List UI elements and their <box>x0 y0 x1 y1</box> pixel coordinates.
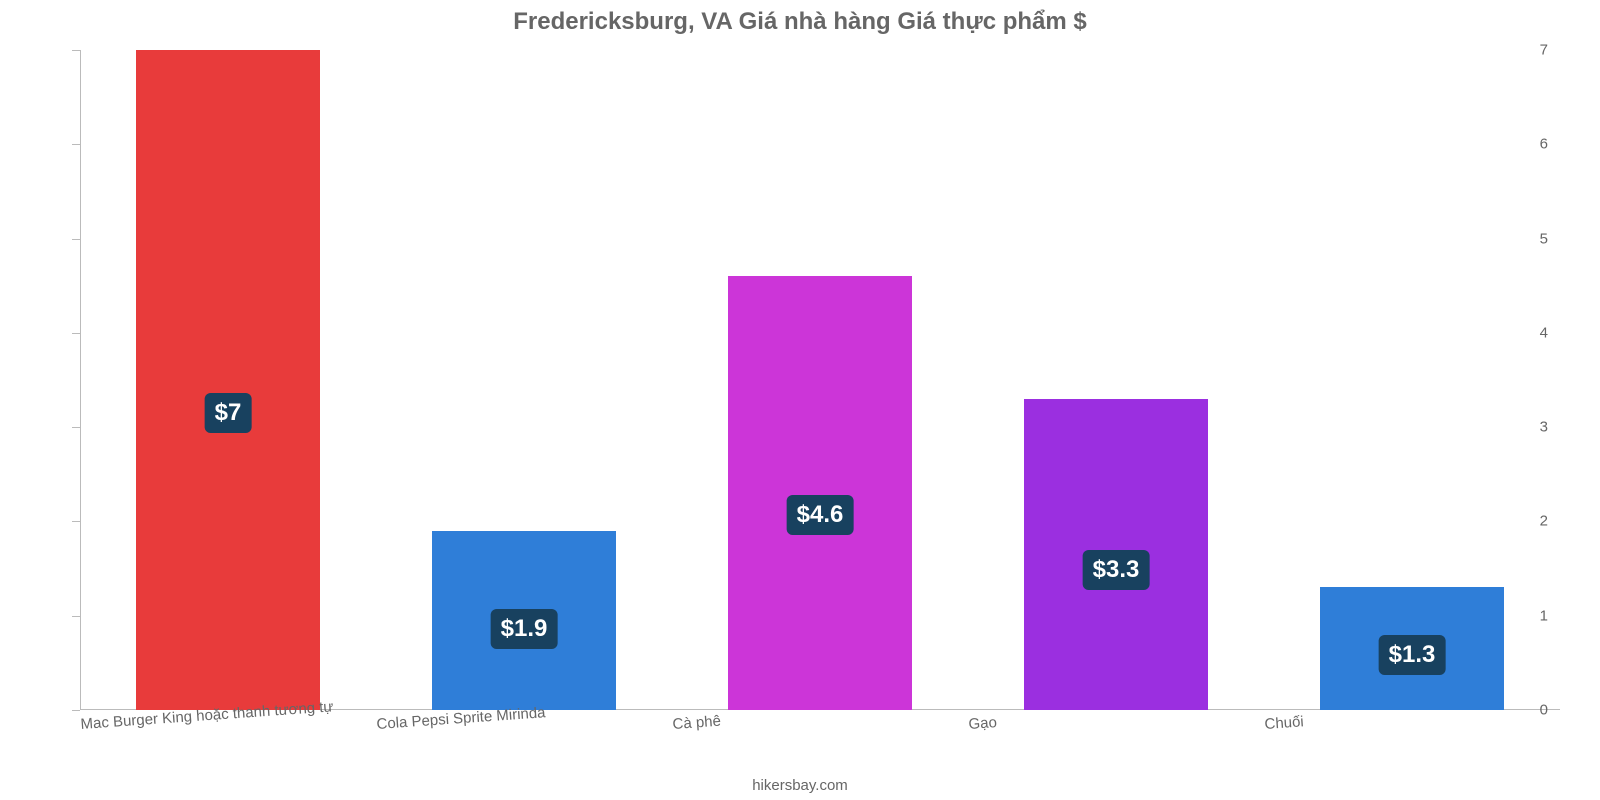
y-tick-label: 2 <box>1540 513 1548 530</box>
y-tick-label: 5 <box>1540 230 1548 247</box>
y-tick <box>72 521 80 522</box>
chart-title: Fredericksburg, VA Giá nhà hàng Giá thực… <box>0 0 1600 36</box>
plot-area: $7$1.9$4.6$3.3$1.3 01234567 <box>80 50 1560 710</box>
bar: $1.3 <box>1320 587 1504 710</box>
bar-value-label: $1.3 <box>1379 635 1446 675</box>
bar: $1.9 <box>432 531 616 710</box>
y-tick <box>72 239 80 240</box>
bar-value-label: $7 <box>205 393 252 433</box>
x-category-label: Cà phê <box>672 713 721 733</box>
x-labels: Mac Burger King hoặc thanh tương tựCola … <box>80 716 1560 756</box>
y-tick <box>72 333 80 334</box>
bar-value-label: $1.9 <box>491 609 558 649</box>
y-tick <box>72 50 80 51</box>
x-category-label: Gạo <box>968 714 997 733</box>
y-tick-label: 3 <box>1540 419 1548 436</box>
bars-container: $7 $1.9 $4.6 $3.3 $1.3 <box>80 50 1560 710</box>
y-tick <box>72 427 80 428</box>
bar: $7 <box>136 50 320 710</box>
footer-credit: hikersbay.com <box>0 777 1600 794</box>
x-category-label: Chuối <box>1264 713 1304 733</box>
bar-value-label: $3.3 <box>1083 550 1150 590</box>
bar: $4.6 <box>728 276 912 710</box>
y-tick-label: 1 <box>1540 607 1548 624</box>
y-tick-label: 6 <box>1540 136 1548 153</box>
y-tick <box>72 144 80 145</box>
y-tick-label: 4 <box>1540 324 1548 341</box>
y-tick <box>72 710 80 711</box>
y-tick <box>72 616 80 617</box>
y-tick-label: 7 <box>1540 42 1548 59</box>
bar-value-label: $4.6 <box>787 495 854 535</box>
bar: $3.3 <box>1024 399 1208 710</box>
